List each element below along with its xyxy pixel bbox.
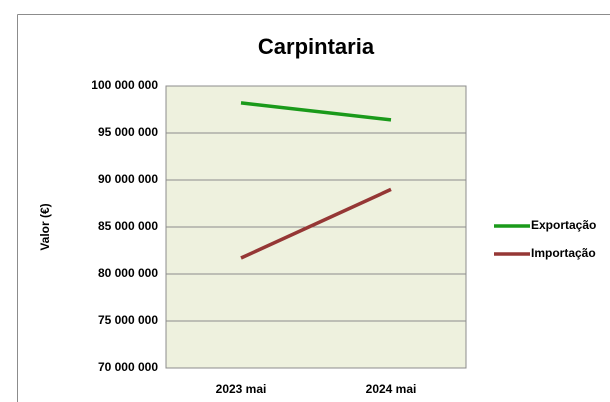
series-line <box>240 187 392 260</box>
series-line <box>240 101 392 122</box>
y-tick-label: 100 000 000 <box>91 78 158 92</box>
y-tick-label: 70 000 000 <box>98 360 158 374</box>
legend-label: Exportação <box>531 218 596 232</box>
y-tick-label: 80 000 000 <box>98 266 158 280</box>
y-tick-label: 75 000 000 <box>98 313 158 327</box>
chart-title: Carpintaria <box>258 34 375 59</box>
y-tick-label: 85 000 000 <box>98 219 158 233</box>
x-tick-label: 2024 mai <box>366 382 417 396</box>
y-tick-label: 90 000 000 <box>98 172 158 186</box>
y-axis-label: Valor (€) <box>38 203 52 250</box>
y-tick-label: 95 000 000 <box>98 125 158 139</box>
legend-label: Importação <box>531 246 596 260</box>
x-tick-label: 2023 mai <box>216 382 267 396</box>
